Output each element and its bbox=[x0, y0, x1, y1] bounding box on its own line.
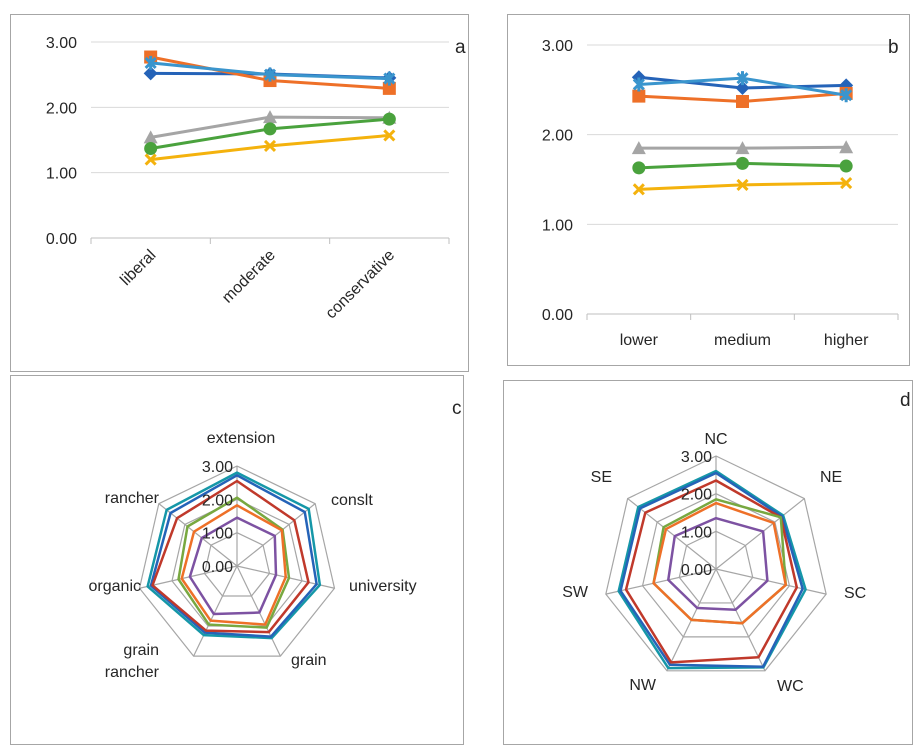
radar-spoke bbox=[605, 568, 717, 595]
panel-label: c bbox=[452, 398, 462, 419]
panel-label: d bbox=[900, 390, 911, 411]
axis-label: grain bbox=[291, 652, 327, 669]
radar-series-5 bbox=[667, 516, 769, 611]
radar-spoke bbox=[139, 565, 238, 589]
data-point bbox=[143, 66, 158, 81]
y-tick-label: 0.00 bbox=[542, 307, 573, 324]
data-point bbox=[632, 161, 646, 175]
data-point bbox=[736, 94, 749, 108]
r-tick-label: 1.00 bbox=[202, 526, 233, 543]
data-point bbox=[383, 71, 396, 86]
axis-label: grain bbox=[123, 642, 159, 659]
radar-ring bbox=[605, 455, 827, 672]
axis-label: organic bbox=[89, 578, 141, 595]
r-tick-label: 2.00 bbox=[202, 492, 233, 509]
data-point bbox=[143, 130, 158, 144]
radar-ring bbox=[641, 493, 791, 638]
data-point bbox=[144, 55, 157, 70]
r-tick-label: 3.00 bbox=[681, 449, 712, 466]
radar-spoke bbox=[158, 503, 238, 567]
data-point bbox=[632, 89, 646, 103]
data-point bbox=[382, 112, 396, 126]
axis-label: SW bbox=[562, 584, 589, 601]
radar-ring bbox=[678, 530, 754, 604]
data-point bbox=[144, 153, 157, 166]
data-point bbox=[840, 177, 853, 190]
radar-spoke bbox=[715, 568, 766, 672]
radar-spoke bbox=[715, 498, 805, 570]
r-tick-label: 2.00 bbox=[681, 487, 712, 504]
data-point bbox=[736, 156, 749, 170]
x-tick-label: medium bbox=[714, 332, 771, 349]
r-tick-label: 0.00 bbox=[681, 562, 712, 579]
radar-spoke bbox=[715, 568, 827, 595]
x-tick-label: liberal bbox=[117, 247, 159, 289]
axis-label: SE bbox=[591, 469, 612, 486]
y-tick-label: 2.00 bbox=[46, 100, 77, 117]
radar-series-1 bbox=[619, 471, 804, 668]
data-point bbox=[263, 110, 277, 124]
panel-label: a bbox=[455, 37, 466, 58]
radar-series-5 bbox=[188, 516, 278, 616]
x-tick-label: higher bbox=[824, 332, 869, 349]
radar-series-1 bbox=[149, 474, 318, 638]
radar-ring bbox=[138, 465, 336, 657]
panel-label: b bbox=[888, 37, 899, 58]
y-tick-label: 3.00 bbox=[46, 35, 77, 52]
data-point bbox=[263, 67, 277, 82]
radar-spoke bbox=[627, 498, 717, 570]
axis-label: conslt bbox=[331, 492, 373, 509]
data-point bbox=[736, 178, 749, 191]
radar-series-0 bbox=[617, 469, 807, 670]
radar-series-4 bbox=[180, 504, 287, 626]
radar-ring bbox=[203, 532, 271, 597]
radar-series-2 bbox=[151, 479, 310, 634]
data-point bbox=[735, 81, 750, 96]
data-point bbox=[631, 141, 646, 155]
data-point bbox=[263, 139, 277, 152]
data-point bbox=[382, 81, 396, 95]
data-point bbox=[839, 159, 853, 173]
data-point bbox=[632, 77, 645, 92]
radar-spoke bbox=[193, 565, 238, 657]
y-tick-label: 2.00 bbox=[542, 128, 573, 145]
axis-label: rancher bbox=[105, 664, 160, 681]
data-point bbox=[839, 140, 854, 154]
r-tick-label: 3.00 bbox=[202, 459, 233, 476]
radar-series-4 bbox=[652, 501, 788, 625]
axis-label: extension bbox=[207, 430, 276, 447]
radar-series-2 bbox=[624, 479, 799, 664]
data-point bbox=[383, 129, 396, 142]
chart-panel-a: 0.00 1.00 2.00 3.00 liberal moderate conservat… bbox=[10, 14, 469, 372]
axis-label: rancher bbox=[105, 490, 160, 507]
radar-series-0 bbox=[146, 471, 322, 640]
chart-panel-b: 0.00 1.00 2.00 3.00 lower medium higher b bbox=[507, 14, 910, 366]
radar-spoke bbox=[236, 565, 281, 657]
x-tick-label: lower bbox=[620, 332, 659, 349]
r-tick-label: 1.00 bbox=[681, 524, 712, 541]
axis-label: NW bbox=[629, 677, 657, 694]
y-tick-label: 1.00 bbox=[542, 217, 573, 234]
axis-label: WC bbox=[777, 678, 804, 695]
x-tick-label: conservative bbox=[323, 247, 399, 323]
axis-label: NC bbox=[704, 431, 727, 448]
y-tick-label: 3.00 bbox=[542, 38, 573, 55]
chart-panel-c: 0.00 1.00 2.00 3.00 extension conslt universit… bbox=[10, 375, 464, 745]
data-point bbox=[144, 141, 158, 155]
y-tick-label: 0.00 bbox=[46, 231, 77, 248]
axis-label: NE bbox=[820, 469, 842, 486]
data-point bbox=[632, 183, 645, 196]
data-point bbox=[840, 88, 853, 103]
data-point bbox=[735, 141, 750, 155]
data-point bbox=[736, 71, 749, 86]
axis-label: SC bbox=[844, 585, 866, 602]
radar-spoke bbox=[236, 503, 316, 567]
axis-label: university bbox=[349, 578, 417, 595]
chart-panel-d: 0.00 1.00 2.00 3.00 NC NE SC WC NW SW SE d bbox=[503, 380, 913, 745]
r-tick-label: 0.00 bbox=[202, 559, 233, 576]
data-point bbox=[263, 122, 277, 136]
x-tick-label: moderate bbox=[219, 247, 279, 307]
y-tick-label: 1.00 bbox=[46, 166, 77, 183]
